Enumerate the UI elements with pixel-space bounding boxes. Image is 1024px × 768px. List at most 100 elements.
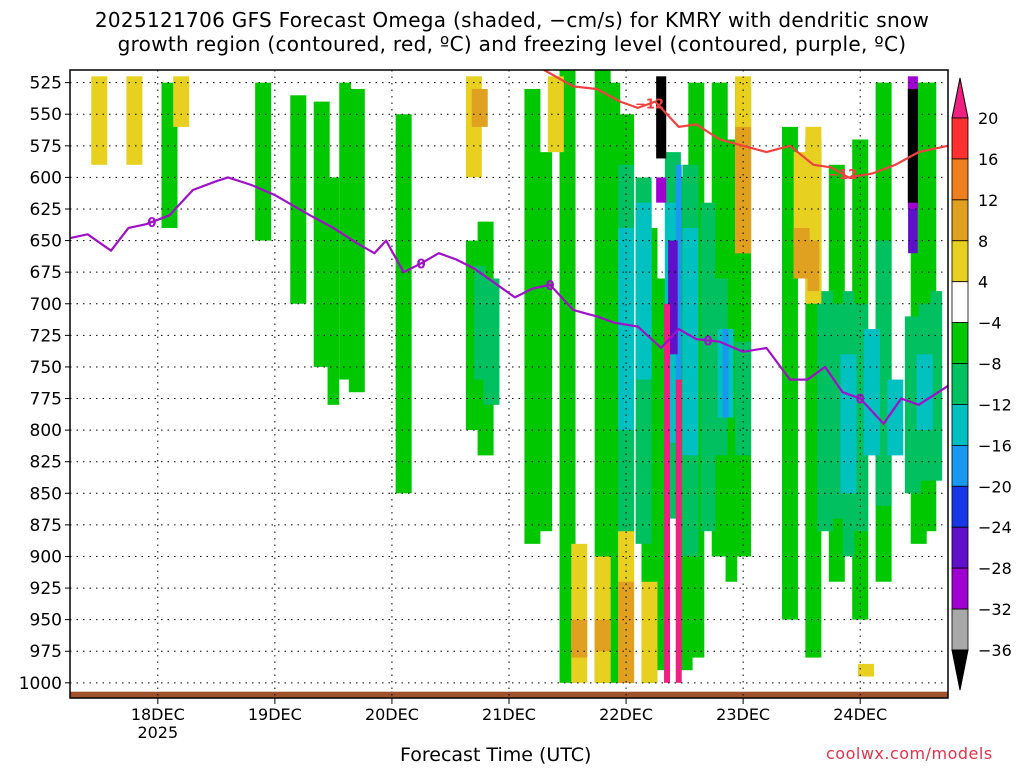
shade-cell [735, 341, 752, 456]
shade-cell [290, 95, 307, 304]
shade-cell [547, 76, 564, 153]
y-tick-label: 850 [30, 484, 62, 504]
colorbar-label: −28 [978, 559, 1012, 578]
shade-cell [471, 88, 488, 127]
colorbar-bin [951, 240, 969, 283]
contour-line-0 [70, 176, 948, 425]
shade-cell [793, 227, 810, 279]
y-tick-label: 775 [30, 390, 62, 410]
x-tick-label: 20DEC [365, 705, 419, 724]
shade-cell [473, 265, 486, 380]
y-axis: 525 550 575 600 625 650 675 700 725 750 775 800 825 8… [19, 74, 70, 694]
y-tick-label: 1000 [19, 674, 62, 694]
y-tick-label: 575 [30, 137, 62, 157]
colorbar-label: −24 [978, 518, 1012, 537]
colorbar-label: 20 [978, 109, 998, 128]
shade-cell [858, 663, 875, 677]
colorbar-bin [951, 199, 969, 242]
contour-label: 0 [856, 393, 865, 408]
shade-cell [722, 329, 729, 418]
shade-cell [594, 619, 611, 652]
shade-cell [483, 278, 500, 405]
shade-cell [173, 76, 190, 127]
shade-cell [559, 70, 576, 683]
shade-cell [682, 227, 699, 456]
colorbar-bin [951, 281, 969, 324]
shade-cell [395, 114, 412, 494]
colorbar-bin [951, 567, 969, 610]
colorbar-label: 8 [978, 232, 988, 251]
colorbar-label: −20 [978, 477, 1012, 496]
y-tick-label: 600 [30, 168, 62, 188]
shade-cell [571, 619, 588, 658]
colorbar-bin [951, 444, 969, 487]
contour-label: 0 [147, 216, 156, 231]
colorbar-label: 4 [978, 273, 988, 292]
y-tick-label: 650 [30, 232, 62, 252]
shade-cell [618, 227, 635, 431]
x-axis: 18DEC 19DEC 20DEC 21DEC 22DEC 23DEC 24DEC 2025 [131, 698, 887, 742]
omega-shading [91, 70, 943, 683]
chart-title-line-2: growth region (contoured, red, ºC) and f… [117, 32, 907, 56]
shade-region-9 [664, 303, 682, 683]
contour-line--12 [543, 70, 948, 179]
x-tick-label: 23DEC [716, 705, 770, 724]
colorbar-label: −32 [978, 600, 1012, 619]
y-tick-label: 900 [30, 547, 62, 567]
shade-cell [930, 291, 943, 481]
y-tick-label: 800 [30, 421, 62, 441]
shade-cell [817, 291, 834, 532]
colorbar-label: −12 [978, 395, 1012, 414]
y-tick-label: 975 [30, 642, 62, 662]
shade-cell [618, 581, 635, 683]
shade-cell [313, 101, 330, 367]
colorbar-bin [951, 485, 969, 528]
shade-cell [608, 82, 621, 683]
y-tick-label: 875 [30, 516, 62, 536]
colorbar-bin [951, 363, 969, 405]
chart-title-line-1: 2025121706 GFS Forecast Omega (shaded, −… [94, 8, 930, 32]
x-tick-label: 24DEC [833, 705, 887, 724]
contour-lines: 0 0 0 0 0 −12 −12 [70, 70, 948, 425]
shade-region-6 [656, 76, 918, 203]
y-tick-label: 750 [30, 358, 62, 378]
shade-cell [675, 379, 682, 683]
colorbar-top-arrow [951, 77, 969, 119]
contour-label: 0 [417, 257, 426, 272]
shade-cell [656, 177, 667, 203]
shade-cell [675, 164, 682, 380]
shade-cell [339, 82, 351, 380]
shade-cell [594, 70, 611, 683]
y-tick-label: 550 [30, 105, 62, 125]
shade-cell [635, 202, 652, 380]
colorbar-label: 12 [978, 191, 998, 210]
colorbar-bin [951, 526, 969, 569]
shade-cell [735, 126, 752, 254]
y-tick-label: 725 [30, 326, 62, 346]
x-tick-label: 21DEC [482, 705, 536, 724]
y-tick-label: 625 [30, 200, 62, 220]
y-tick-label: 950 [30, 611, 62, 631]
colorbar-label: −8 [978, 355, 1002, 374]
shade-cell [126, 76, 143, 165]
x-tick-label: 18DEC [131, 705, 185, 724]
x-axis-label: Forecast Time (UTC) [400, 744, 592, 766]
site-credit: coolwx.com/models [826, 744, 993, 763]
shade-cell [916, 354, 933, 431]
colorbar-bin [951, 158, 969, 201]
shade-cell [807, 240, 820, 292]
shade-cell [887, 379, 904, 456]
colorbar-label: 16 [978, 150, 998, 169]
shade-cell [907, 88, 918, 203]
colorbar-label: −36 [978, 641, 1012, 660]
colorbar-bottom-arrow [951, 649, 969, 691]
colorbar-bin [951, 117, 969, 160]
shade-cell [664, 303, 671, 683]
colorbar: 20 16 12 8 4 −4 −8 −12 −16 −20 −24 −28 −32 −36 [951, 77, 1012, 691]
shade-cell [840, 354, 857, 494]
shade-region-3 [675, 164, 729, 418]
contour-label: 0 [545, 279, 554, 294]
shade-cell [571, 543, 588, 683]
colorbar-label: −4 [978, 314, 1002, 333]
